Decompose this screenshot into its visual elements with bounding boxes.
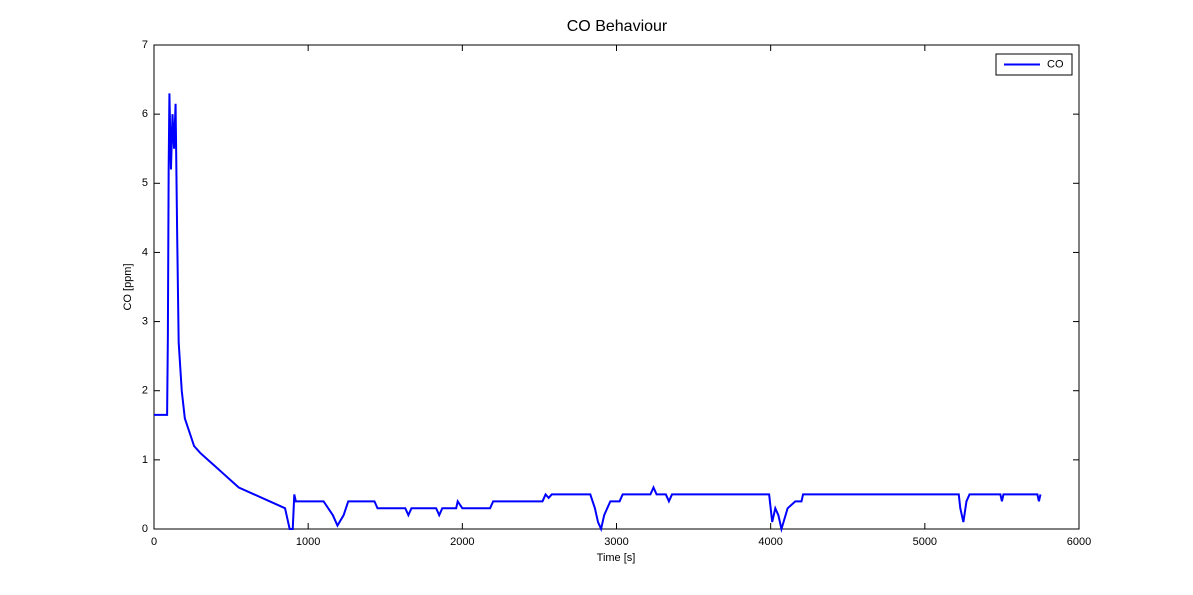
x-tick-label: 4000 [758,536,782,548]
x-tick-label: 3000 [604,536,628,548]
y-tick-label: 6 [142,108,148,120]
y-tick-label: 5 [142,177,148,189]
y-tick-label: 2 [142,385,148,397]
x-tick-label: 0 [151,536,157,548]
y-tick-label: 0 [142,523,148,535]
plot-area [153,44,1080,530]
y-tick-label: 4 [142,246,148,258]
y-tick-label: 3 [142,315,148,327]
y-tick-label: 1 [142,454,148,466]
legend-label: CO [1047,58,1064,70]
chart-title: CO Behaviour [567,18,668,35]
y-tick-label: 7 [142,39,148,51]
data-line [154,93,1042,533]
y-axis-label: CO [ppm] [122,263,134,310]
x-tick-label: 1000 [296,536,320,548]
x-tick-label: 2000 [450,536,474,548]
x-tick-label: 5000 [913,536,937,548]
x-axis-label: Time [s] [597,552,636,564]
x-tick-label: 6000 [1067,536,1091,548]
